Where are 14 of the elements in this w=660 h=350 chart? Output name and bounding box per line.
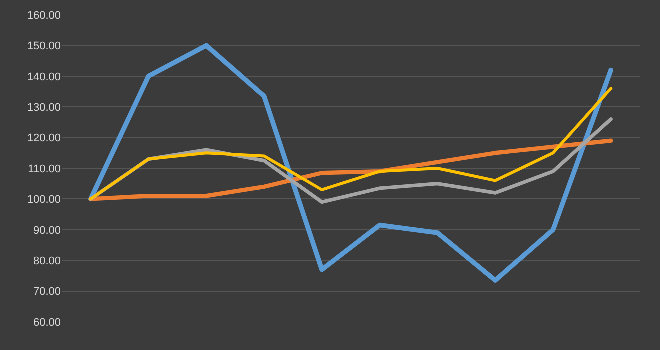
line-series bbox=[88, 43, 614, 283]
y-tick-label: 110.00 bbox=[28, 163, 61, 176]
y-tick-label: 150.00 bbox=[27, 40, 61, 53]
y-tick-label: 100.00 bbox=[27, 194, 61, 206]
y-tick-label: 90.00 bbox=[33, 224, 61, 237]
line-series bbox=[89, 87, 613, 201]
y-tick-label: 70.00 bbox=[33, 286, 61, 298]
y-tick-label: 80.00 bbox=[33, 255, 61, 268]
line-series bbox=[88, 138, 614, 202]
y-tick-label: 160.00 bbox=[27, 10, 61, 22]
y-tick-label: 120.00 bbox=[27, 132, 61, 145]
y-tick-label: 140.00 bbox=[27, 71, 61, 84]
y-tick-label: 60.00 bbox=[33, 316, 61, 329]
y-tick-label: 130.00 bbox=[27, 102, 61, 114]
